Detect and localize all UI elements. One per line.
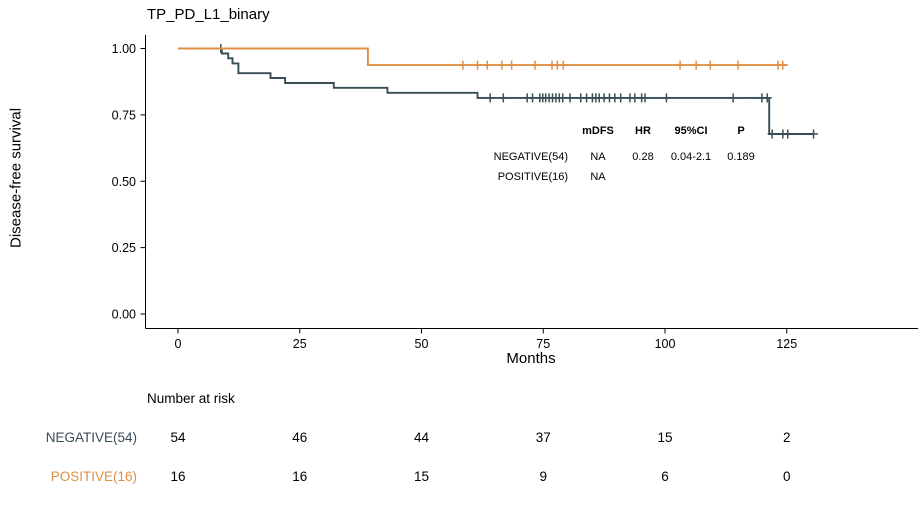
y-tick-label: 1.00 [112,42,136,56]
x-tick-label: 75 [536,337,550,351]
stats-header-ci: 95%CI [674,125,708,137]
risk-count: 54 [170,430,186,445]
risk-count: 46 [292,430,308,445]
x-tick-label: 50 [415,337,429,351]
stats-value-mdfs: NA [590,151,606,163]
risk-count: 6 [661,469,669,484]
risk-label-negative: NEGATIVE(54) [45,430,137,445]
stats-value-ci: 0.04-2.1 [670,151,712,163]
censor-marks-negative [216,44,819,139]
risk-count: 15 [413,469,430,484]
y-axis-ticks: 0.00 0.25 0.50 0.75 1.00 [112,42,146,322]
y-tick-label: 0.00 [112,308,136,322]
risk-count: 44 [413,430,430,445]
risk-count: 2 [782,430,791,445]
stats-row-positive: POSITIVE(16) NA [458,167,758,187]
y-tick-label: 0.25 [112,241,136,255]
y-tick-label: 0.50 [112,175,136,189]
risk-count: 16 [170,469,186,484]
x-axis-ticks: 0 25 50 75 100 125 [175,328,797,351]
x-tick-label: 25 [293,337,307,351]
risk-count: 37 [535,430,551,445]
y-tick-label: 0.75 [112,108,136,122]
risk-count: 0 [782,469,791,484]
survival-plot-canvas: 0.00 0.25 0.50 0.75 1.00 0 25 50 75 100 125 [112,35,918,351]
stats-table-header: mDFS HR 95%CI P [458,121,758,141]
stats-value-mdfs: NA [590,171,606,183]
stats-row-negative: NEGATIVE(54) NA 0.28 0.04-2.1 0.189 [458,147,758,167]
stats-value-p: 0.189 [727,151,755,163]
risk-count: 16 [292,469,308,484]
stats-value-hr: 0.28 [632,151,654,163]
censor-marks-positive [458,60,788,70]
x-tick-label: 0 [175,337,182,351]
x-tick-label: 100 [655,337,676,351]
x-tick-label: 125 [776,337,797,351]
survival-curve-positive [178,47,788,67]
plot-title: TP_PD_L1_binary [147,6,270,23]
risk-count: 9 [539,469,548,484]
stats-header-mdfs: mDFS [582,125,614,137]
stats-row-label: POSITIVE(16) [497,171,568,183]
survival-curve-negative [178,47,814,135]
stats-table: mDFS HR 95%CI P NEGATIVE(54) NA 0.28 0.0… [458,121,758,187]
stats-header-hr: HR [635,125,651,137]
stats-header-p: P [737,125,745,137]
risk-table-title: Number at risk [147,391,235,406]
stats-row-label: NEGATIVE(54) [493,151,568,163]
x-axis-label: Months [506,350,556,367]
risk-count: 15 [657,430,673,445]
risk-label-positive: POSITIVE(16) [50,469,137,484]
